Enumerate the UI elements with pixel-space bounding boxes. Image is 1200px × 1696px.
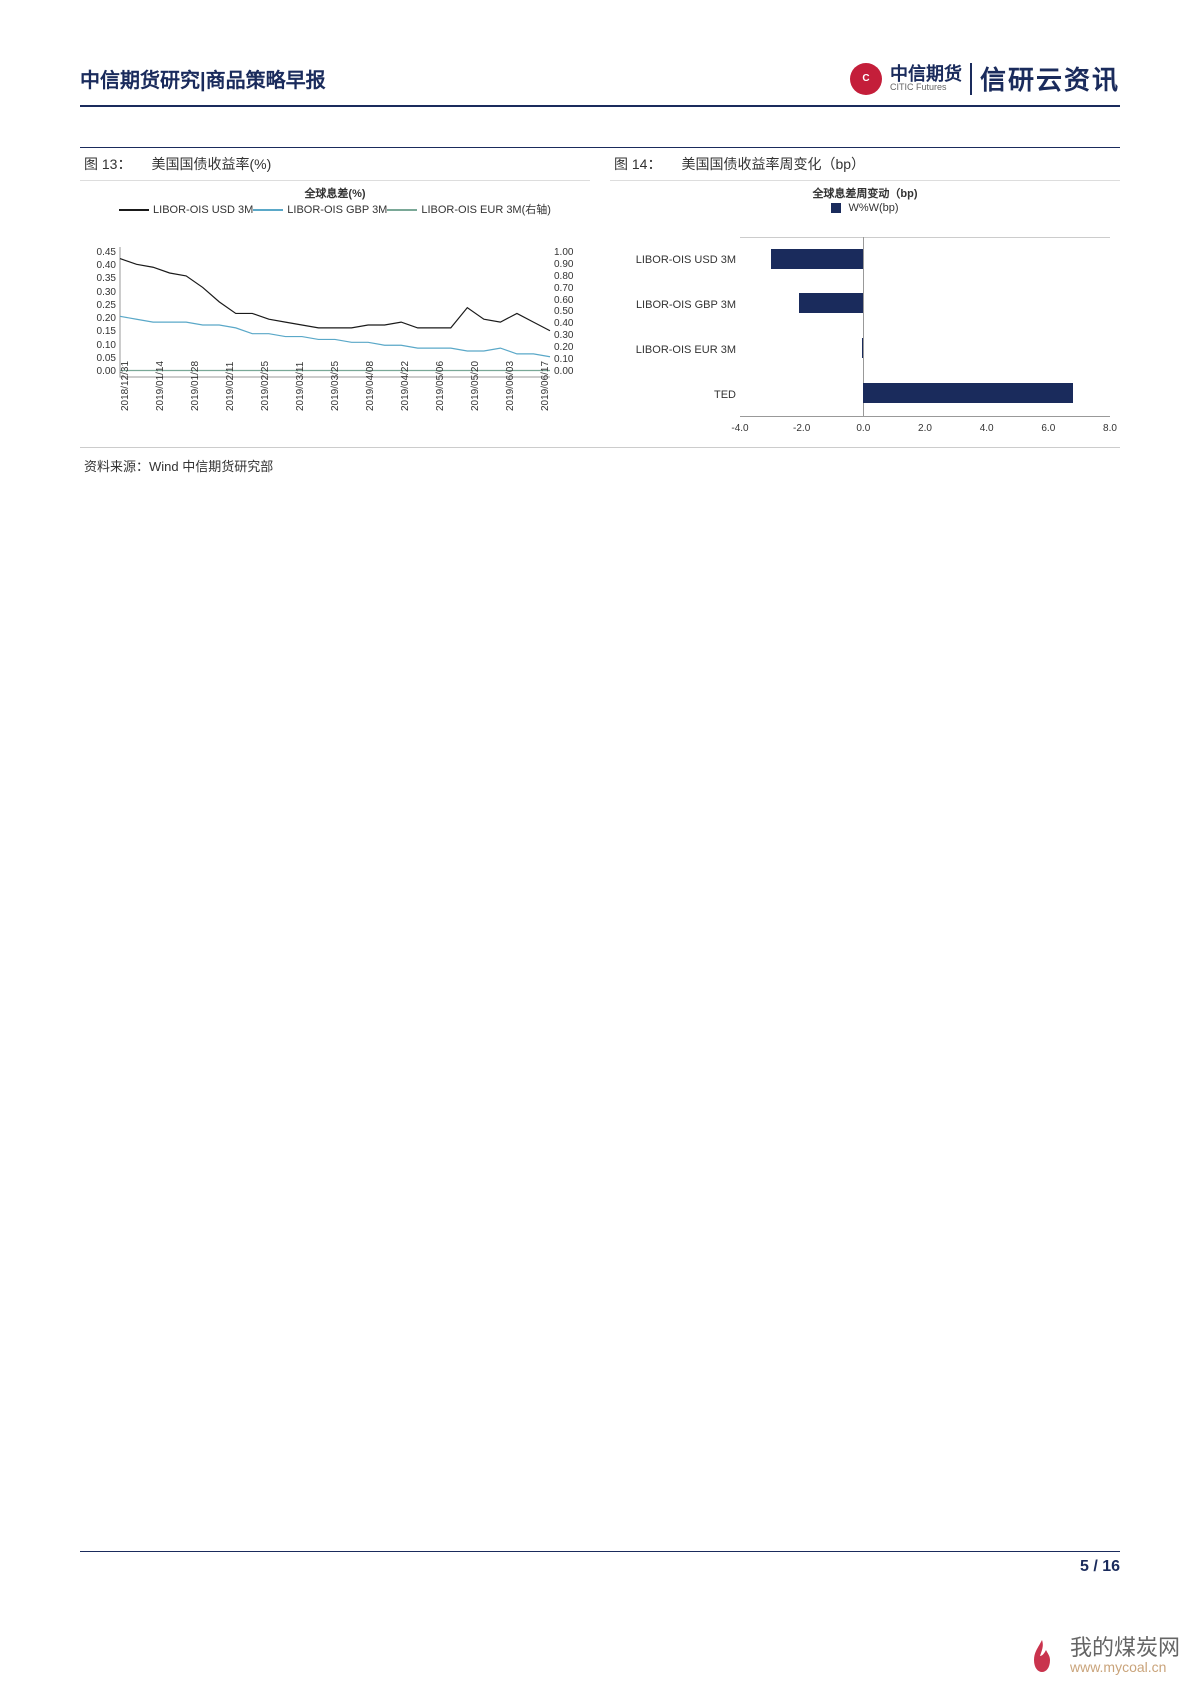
page-header: 中信期货研究|商品策略早报 C 中信期货 CITIC Futures 信研云资讯: [80, 60, 1120, 107]
bar-row: [740, 249, 1110, 269]
chart-13-legend-title: 全球息差(%): [80, 187, 590, 201]
chart-14-legend-series: W%W(bp): [610, 201, 1120, 215]
chart-14-title: 美国国债收益率周变化（bp）: [681, 154, 865, 174]
page-footer: 5 / 16: [80, 1551, 1120, 1576]
watermark-text: 我的煤炭网 www.mycoal.cn: [1070, 1636, 1180, 1676]
watermark-cn: 我的煤炭网: [1070, 1636, 1180, 1660]
bar-row: [740, 383, 1110, 403]
chart-14-label: 图 14：: [614, 154, 661, 174]
chart-14-legend-series-label: W%W(bp): [848, 202, 898, 214]
brand-name: 信研云资讯: [980, 60, 1120, 97]
flame-icon: [1022, 1636, 1062, 1676]
legend-item: LIBOR-OIS EUR 3M(右轴): [387, 203, 551, 217]
company-cn: 中信期货: [890, 65, 962, 83]
company-en: CITIC Futures: [890, 83, 962, 92]
page-number: 5 / 16: [1080, 1558, 1120, 1575]
chart-13-x-labels: 2018/12/312019/01/142019/01/282019/02/11…: [120, 381, 550, 447]
chart-13-y-right: 1.000.900.800.700.600.500.400.300.200.10…: [554, 247, 590, 377]
watermark: 我的煤炭网 www.mycoal.cn: [1022, 1636, 1180, 1676]
chart-13-y-left: 0.450.400.350.300.250.200.150.100.050.00: [80, 247, 116, 377]
chart-13-plot: 全球息差(%) LIBOR-OIS USD 3MLIBOR-OIS GBP 3M…: [80, 187, 590, 447]
chart-13-title-row: 图 13： 美国国债收益率(%): [80, 154, 590, 181]
citic-logo-icon: C: [850, 63, 882, 95]
watermark-url: www.mycoal.cn: [1070, 1660, 1180, 1675]
chart-14-legend-title: 全球息差周变动（bp): [610, 187, 1120, 201]
chart-14-panel: 图 14： 美国国债收益率周变化（bp） 全球息差周变动（bp) W%W(bp)…: [610, 154, 1120, 447]
chart-13-svg: [120, 247, 550, 377]
chart-14-x-labels: -4.0-2.00.02.04.06.08.0: [740, 423, 1110, 439]
source-text: 资料来源：Wind 中信期货研究部: [80, 448, 1120, 483]
chart-14-top-border: [740, 237, 1110, 238]
chart-13-title: 美国国债收益率(%): [151, 154, 271, 174]
chart-13-panel: 图 13： 美国国债收益率(%) 全球息差(%) LIBOR-OIS USD 3…: [80, 154, 590, 447]
header-divider: [970, 63, 972, 95]
chart-13-plot-area: [120, 247, 550, 377]
header-title: 中信期货研究|商品策略早报: [80, 64, 326, 93]
chart-14-legend: 全球息差周变动（bp) W%W(bp): [610, 187, 1120, 216]
bar-row: [740, 338, 1110, 358]
chart-14-title-row: 图 14： 美国国债收益率周变化（bp）: [610, 154, 1120, 181]
company-name: 中信期货 CITIC Futures: [890, 65, 962, 92]
legend-item: LIBOR-OIS USD 3M: [119, 203, 253, 217]
chart-13-label: 图 13：: [84, 154, 131, 174]
bar-row: [740, 293, 1110, 313]
chart-13-legend: 全球息差(%) LIBOR-OIS USD 3MLIBOR-OIS GBP 3M…: [80, 187, 590, 217]
charts-row: 图 13： 美国国债收益率(%) 全球息差(%) LIBOR-OIS USD 3…: [80, 147, 1120, 448]
chart-14-plot-area: [740, 237, 1110, 417]
chart-14-plot: 全球息差周变动（bp) W%W(bp) LIBOR-OIS USD 3MLIBO…: [610, 187, 1120, 447]
header-logo-block: C 中信期货 CITIC Futures 信研云资讯: [850, 60, 1120, 97]
legend-item: LIBOR-OIS GBP 3M: [253, 203, 387, 217]
chart-14-y-labels: LIBOR-OIS USD 3MLIBOR-OIS GBP 3MLIBOR-OI…: [610, 237, 736, 417]
